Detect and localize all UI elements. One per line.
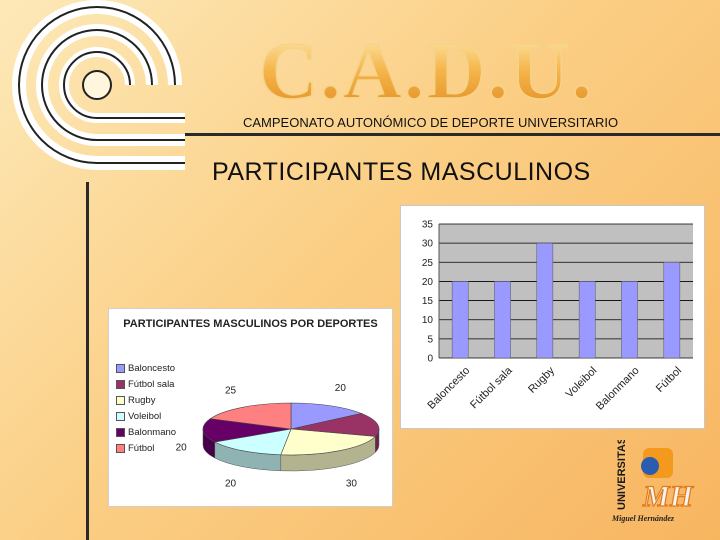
bar: [494, 281, 511, 359]
bar: [663, 262, 681, 359]
bar: [578, 281, 596, 359]
legend-item: Voleibol: [116, 411, 161, 422]
legend-swatch: [116, 379, 125, 389]
pie-slice: [202, 418, 292, 443]
y-tick-label: 0: [427, 354, 433, 365]
x-tick-label: Fútbol sala: [468, 364, 515, 411]
legend-item: Fútbol: [116, 443, 154, 454]
left-divider: [86, 182, 89, 540]
pie-slice: [209, 402, 292, 430]
y-tick-label: 30: [422, 239, 434, 250]
legend-item: Fútbol sala: [116, 379, 174, 390]
pie-data-label: 25: [225, 386, 237, 397]
concentric-swirl-logo: [12, 0, 185, 170]
legend-swatch: [116, 395, 125, 405]
cadu-logo-title: C.A.D.U.: [258, 24, 594, 110]
pie-chart: 202030202025: [176, 383, 380, 489]
y-tick-label: 25: [422, 258, 434, 269]
legend-swatch: [116, 363, 125, 373]
legend-label: Fútbol sala: [128, 379, 175, 390]
y-tick-label: 15: [422, 296, 434, 307]
legend-swatch: [116, 411, 125, 421]
logo-vertical-text: UNIVERSITAS: [616, 440, 628, 510]
y-tick-label: 10: [422, 315, 434, 326]
pie-data-label: 30: [346, 478, 358, 489]
legend-label: Fútbol: [128, 443, 155, 454]
legend-swatch: [116, 443, 125, 453]
bar: [451, 281, 469, 359]
pie-data-label: 20: [176, 443, 188, 454]
header-divider: [185, 133, 720, 136]
legend-label: Voleibol: [128, 411, 162, 422]
university-name: Miguel Hernández: [612, 514, 675, 523]
y-tick-label: 35: [422, 220, 434, 231]
legend-label: Balonmano: [128, 427, 177, 438]
x-tick-label: Fútbol: [654, 365, 684, 395]
legend-item: Balonmano: [116, 427, 176, 438]
x-tick-label: Voleibol: [564, 365, 600, 401]
legend-label: Rugby: [128, 395, 156, 406]
logo-mh-mark: MH: [642, 480, 695, 513]
pie-slice: [290, 402, 363, 430]
pie-slice: [280, 428, 376, 456]
y-tick-label: 20: [422, 277, 434, 288]
pie-slice: [213, 428, 292, 456]
page-title: PARTICIPANTES MASCULINOS: [212, 158, 591, 186]
legend-item: Rugby: [116, 395, 155, 406]
x-tick-label: Balonmano: [594, 365, 642, 413]
championship-subtitle: CAMPEONATO AUTONÓMICO DE DEPORTE UNIVERS…: [243, 115, 619, 130]
university-logo: UNIVERSITAS MH: [616, 440, 695, 514]
x-tick-label: Baloncesto: [425, 365, 472, 412]
logo-text: C.A.D.U.: [259, 25, 594, 110]
bar: [621, 281, 638, 359]
bar-chart-panel: 0 5 10 15 20 25 30 35 Baloncesto Fútbol sala Rugby…: [400, 205, 705, 429]
y-tick-label: 5: [427, 334, 433, 345]
legend-swatch: [116, 427, 125, 437]
x-tick-label: Rugby: [526, 364, 557, 395]
pie-data-label: 20: [225, 478, 237, 489]
pie-chart-panel: PARTICIPANTES MASCULINOS POR DEPORTES Ba…: [108, 308, 393, 507]
plot-area: [439, 224, 693, 358]
bar: [536, 242, 554, 359]
pie-chart-title: PARTICIPANTES MASCULINOS POR DEPORTES: [123, 318, 378, 330]
legend-item: Baloncesto: [116, 363, 175, 374]
pie-data-label: 20: [335, 383, 347, 394]
logo-blue-circle: [641, 457, 659, 475]
legend-label: Baloncesto: [128, 363, 176, 374]
